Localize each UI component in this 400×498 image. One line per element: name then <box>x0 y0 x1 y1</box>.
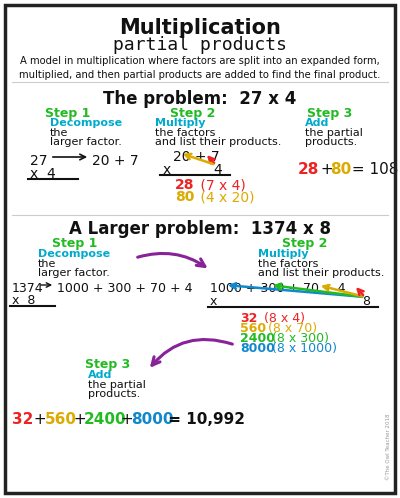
Text: Step 2: Step 2 <box>282 237 328 250</box>
Text: 80: 80 <box>175 190 194 204</box>
Text: Step 3: Step 3 <box>307 107 353 120</box>
Text: Multiplication: Multiplication <box>119 18 281 38</box>
Text: A Larger problem:  1374 x 8: A Larger problem: 1374 x 8 <box>69 220 331 238</box>
Text: (8 x 300): (8 x 300) <box>264 332 329 345</box>
Text: x  8: x 8 <box>12 294 35 307</box>
Text: the factors: the factors <box>155 128 215 138</box>
Text: (8 x 70): (8 x 70) <box>260 322 317 335</box>
Text: +: + <box>316 162 338 177</box>
Text: = 108: = 108 <box>347 162 398 177</box>
Text: Step 2: Step 2 <box>170 107 216 120</box>
Text: larger factor.: larger factor. <box>50 137 122 147</box>
Text: (8 x 1000): (8 x 1000) <box>264 342 337 355</box>
Text: 8000: 8000 <box>240 342 275 355</box>
Text: 1374: 1374 <box>12 282 44 295</box>
Text: x: x <box>163 163 171 177</box>
Text: the: the <box>50 128 68 138</box>
Text: ©The Owl Teacher 2018: ©The Owl Teacher 2018 <box>386 413 391 480</box>
Text: 80: 80 <box>330 162 351 177</box>
Text: +: + <box>69 412 92 427</box>
Text: Decompose: Decompose <box>38 249 110 259</box>
Text: and list their products.: and list their products. <box>155 137 281 147</box>
Text: 27: 27 <box>30 154 48 168</box>
Text: the: the <box>38 259 56 269</box>
Text: 2400: 2400 <box>84 412 127 427</box>
Text: 28: 28 <box>175 178 194 192</box>
Text: partial products: partial products <box>113 36 287 54</box>
Text: 1000 + 300 + 70 + 4: 1000 + 300 + 70 + 4 <box>57 282 192 295</box>
Text: 2400: 2400 <box>240 332 275 345</box>
Text: Add: Add <box>88 370 112 380</box>
Text: Step 3: Step 3 <box>85 358 131 371</box>
Text: A model in multiplication where factors are split into an expanded form,
multipl: A model in multiplication where factors … <box>19 56 381 80</box>
Text: 32: 32 <box>240 312 257 325</box>
Text: 1000 + 300 + 70 + 4: 1000 + 300 + 70 + 4 <box>210 282 346 295</box>
Text: 560: 560 <box>45 412 77 427</box>
Text: (8 x 4): (8 x 4) <box>256 312 305 325</box>
Text: The problem:  27 x 4: The problem: 27 x 4 <box>103 90 297 108</box>
Text: larger factor.: larger factor. <box>38 268 110 278</box>
Text: Multiply: Multiply <box>258 249 308 259</box>
Text: 560: 560 <box>240 322 266 335</box>
Text: Multiply: Multiply <box>155 118 206 128</box>
Text: +: + <box>116 412 138 427</box>
Text: 20 + 7: 20 + 7 <box>173 150 220 164</box>
Text: 4: 4 <box>213 163 222 177</box>
Text: the partial: the partial <box>305 128 363 138</box>
Text: x: x <box>210 295 217 308</box>
Text: products.: products. <box>305 137 357 147</box>
Text: 8000: 8000 <box>131 412 174 427</box>
Text: 28: 28 <box>298 162 319 177</box>
Text: Step 1: Step 1 <box>45 107 91 120</box>
Text: the factors: the factors <box>258 259 318 269</box>
Text: 8: 8 <box>362 295 370 308</box>
Text: Step 1: Step 1 <box>52 237 98 250</box>
Text: 32: 32 <box>12 412 33 427</box>
Text: (4 x 20): (4 x 20) <box>196 190 254 204</box>
Text: Decompose: Decompose <box>50 118 122 128</box>
Text: 20 + 7: 20 + 7 <box>92 154 139 168</box>
Text: and list their products.: and list their products. <box>258 268 384 278</box>
Text: products.: products. <box>88 389 140 399</box>
Text: x  4: x 4 <box>30 167 56 181</box>
Text: the partial: the partial <box>88 380 146 390</box>
Text: (7 x 4): (7 x 4) <box>196 178 246 192</box>
Text: +: + <box>29 412 52 427</box>
Text: = 10,992: = 10,992 <box>163 412 245 427</box>
Text: Add: Add <box>305 118 329 128</box>
